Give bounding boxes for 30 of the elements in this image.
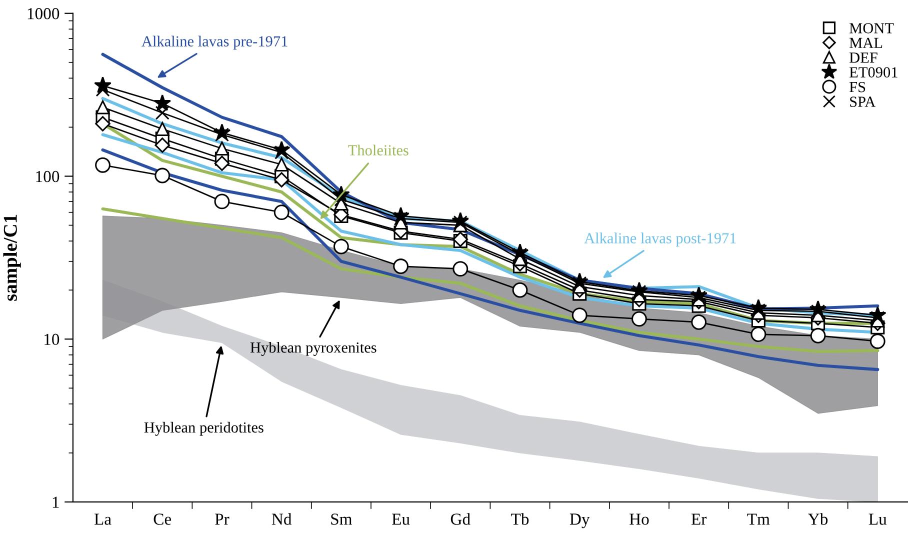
x-tick-label: Pr: [215, 514, 230, 525]
text: Tholeiites: [348, 144, 408, 156]
x-tick-label: Ce: [154, 514, 172, 525]
x-tick-label: Sm: [331, 514, 352, 525]
annotation: Hyblean peridotites: [144, 422, 264, 436]
x-tick-label: Er: [691, 514, 707, 525]
x-tick-label: Nd: [272, 513, 292, 525]
y-tick-label: 10: [44, 334, 60, 346]
y-axis-title: sample/C1: [3, 214, 21, 301]
series-label: Alkaline lavas pre-1971: [142, 36, 288, 50]
legend-label: ET0901: [849, 67, 898, 78]
x-tick-label: Gd: [450, 513, 470, 525]
legend-label: DEF: [849, 52, 878, 63]
legend-label: MONT: [849, 23, 894, 34]
x-tick-label: Dy: [570, 514, 590, 528]
x-tick-label: Tm: [747, 514, 770, 525]
legend-label: MAL: [849, 38, 882, 48]
x-tick-label: Yb: [808, 513, 828, 525]
x-tick-label: Tb: [511, 513, 529, 525]
x-tick-label: La: [94, 514, 112, 525]
y-tick-label: 100: [36, 170, 60, 182]
legend-label: FS: [849, 82, 866, 92]
y-tick-label: 1: [52, 496, 59, 508]
annotation: Hyblean pyroxenites: [250, 342, 376, 356]
y-tick-label: 1000: [28, 8, 60, 20]
x-tick-label: Eu: [392, 514, 410, 525]
x-tick-label: Lu: [868, 514, 887, 525]
x-tick-label: Ho: [630, 514, 649, 525]
text: Alkaline lavas post-1971: [584, 232, 736, 247]
legend-label: SPA: [850, 96, 876, 107]
